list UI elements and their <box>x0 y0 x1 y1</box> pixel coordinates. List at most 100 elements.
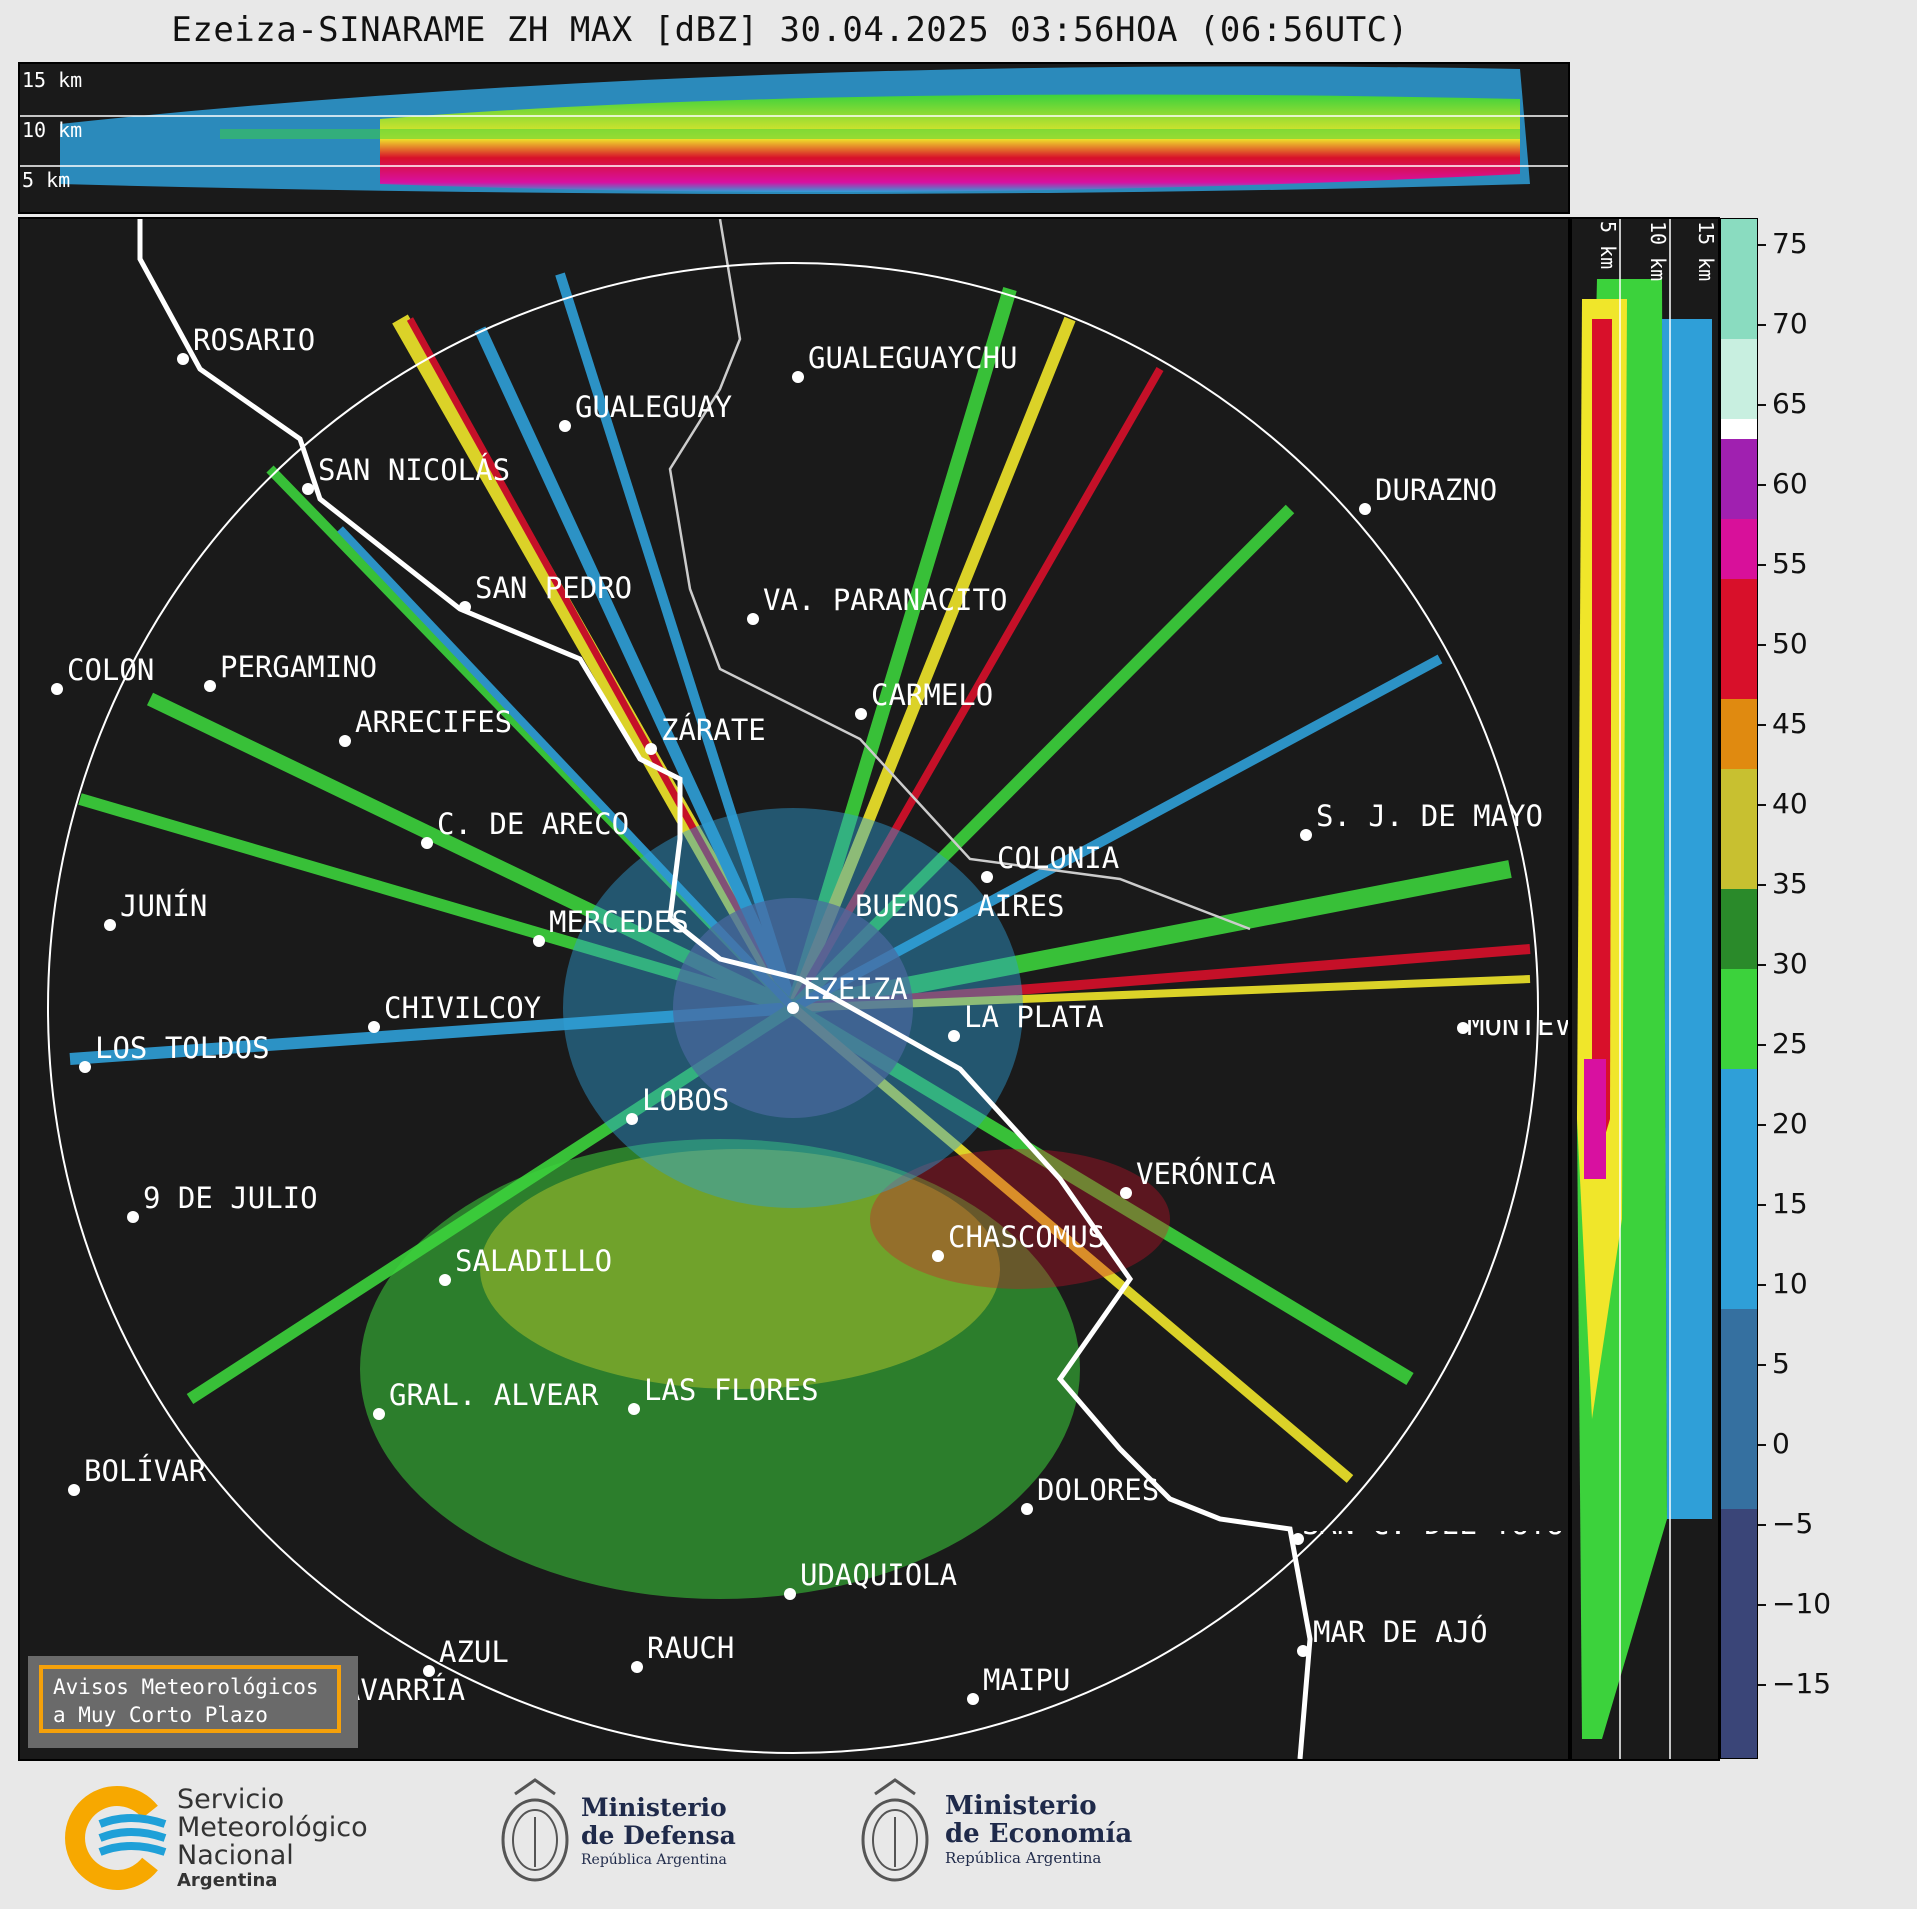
top-cross-section-panel: 15 km 10 km 5 km <box>18 62 1570 214</box>
city-dot <box>1359 503 1371 515</box>
height-label-5km: 5 km <box>22 168 71 192</box>
city-name: ROSARIO <box>193 323 316 357</box>
city-name: UDAQUIOLA <box>800 1558 958 1592</box>
city-name: MAIPU <box>983 1663 1071 1697</box>
height-label-15km-side: 15 km <box>1694 221 1718 282</box>
city-dot <box>981 871 993 883</box>
city-name: SAN NICOLÁS <box>318 453 511 487</box>
colorbar-tick: −10 <box>1758 1587 1831 1620</box>
city-name: S. J. DE MAYO <box>1316 799 1543 833</box>
city-name: LOBOS <box>642 1083 730 1117</box>
colorbar-tick: 65 <box>1758 387 1808 420</box>
height-label-10km-side: 10 km <box>1646 221 1670 282</box>
city-name: MERCEDES <box>549 905 689 939</box>
city-dot <box>559 420 571 432</box>
city-name: COLON <box>67 653 155 687</box>
city-name: ZÁRATE <box>661 713 766 747</box>
colorbar-tick: −15 <box>1758 1667 1831 1700</box>
city-dot <box>1300 829 1312 841</box>
city-dot <box>787 1002 799 1014</box>
economia-line3: República Argentina <box>945 1849 1102 1867</box>
defensa-line2: de Defensa <box>581 1821 736 1850</box>
colorbar-gradient <box>1721 219 1757 1758</box>
city-dot <box>104 919 116 931</box>
city-dot <box>127 1211 139 1223</box>
colorbar-tick: 30 <box>1758 947 1808 980</box>
avisos-box[interactable]: Avisos Meteorológicos a Muy Corto Plazo <box>28 1656 358 1748</box>
city-dot <box>967 1693 979 1705</box>
smn-line4: Argentina <box>177 1870 278 1891</box>
colorbar-tick: 0 <box>1758 1427 1790 1460</box>
city-name: LA PLATA <box>964 1000 1104 1034</box>
city-name: DURAZNO <box>1375 473 1498 507</box>
smn-logo-icon <box>65 1786 167 1890</box>
city-marker: SAN C. DEL TUYÚ <box>1292 1531 1568 1571</box>
smn-line2: Meteorológico <box>177 1812 368 1843</box>
city-name: BUENOS AIRES <box>855 889 1065 923</box>
city-dot <box>439 1274 451 1286</box>
city-dot <box>1292 1533 1304 1545</box>
city-name: AZUL <box>439 1635 509 1669</box>
city-name: VA. PARANACITO <box>763 583 1008 617</box>
city-dot <box>631 1661 643 1673</box>
city-dot <box>339 735 351 747</box>
city-name: PERGAMINO <box>220 650 378 684</box>
city-dot <box>459 601 471 613</box>
city-dot <box>948 1030 960 1042</box>
height-label-15km: 15 km <box>22 68 83 92</box>
radar-map-graphic <box>47 219 1539 1759</box>
smn-line1: Servicio <box>177 1784 285 1815</box>
city-dot <box>792 371 804 383</box>
colorbar-tick: 70 <box>1758 307 1808 340</box>
economia-line1: Ministerio <box>945 1791 1097 1821</box>
coat-of-arms-icon <box>861 1778 929 1882</box>
city-name: CHIVILCOY <box>384 991 542 1025</box>
avisos-line1: Avisos Meteorológicos <box>53 1675 319 1699</box>
city-name: DOLORES <box>1037 1473 1160 1507</box>
colorbar-tick: 50 <box>1758 627 1808 660</box>
city-name: CHASCOMUS <box>948 1220 1106 1254</box>
city-dot <box>423 1665 435 1677</box>
city-marker: MONTEVIDEO <box>1457 1020 1568 1060</box>
dbz-colorbar <box>1720 218 1758 1759</box>
city-name: ARRECIFES <box>355 705 513 739</box>
city-name: C. DE ARECO <box>437 807 630 841</box>
city-name: MAR DE AJÓ <box>1313 1615 1488 1649</box>
city-dot <box>1120 1187 1132 1199</box>
height-label-10km: 10 km <box>22 118 83 142</box>
city-name: GUALEGUAY <box>575 390 733 424</box>
avisos-line2: a Muy Corto Plazo <box>53 1703 268 1727</box>
chart-title: Ezeiza-SINARAME ZH MAX [dBZ] 30.04.2025 … <box>171 10 1409 50</box>
city-dot <box>368 1021 380 1033</box>
city-name: SAN C. DEL TUYÚ <box>1302 1531 1564 1541</box>
city-dot <box>626 1113 638 1125</box>
city-dot <box>628 1403 640 1415</box>
city-name: EZEIZA <box>803 972 908 1006</box>
city-dot <box>784 1588 796 1600</box>
avisos-label: Avisos Meteorológicos a Muy Corto Plazo <box>39 1665 341 1733</box>
colorbar-tick: 5 <box>1758 1347 1790 1380</box>
city-name: LOS TOLDOS <box>95 1031 270 1065</box>
colorbar-tick: −5 <box>1758 1507 1813 1540</box>
city-name: VERÓNICA <box>1136 1157 1276 1191</box>
city-dot <box>1457 1022 1469 1034</box>
colorbar-tick: 75 <box>1758 227 1808 260</box>
smn-logo: Servicio Meteorológico Nacional Argentin… <box>55 1782 395 1892</box>
defensa-line1: Ministerio <box>581 1793 727 1822</box>
colorbar-tick: 20 <box>1758 1107 1808 1140</box>
city-dot <box>855 708 867 720</box>
city-name: 9 DE JULIO <box>143 1181 318 1215</box>
city-dot <box>932 1250 944 1262</box>
coat-of-arms-icon <box>501 1778 569 1882</box>
city-name: COLONIA <box>997 841 1120 875</box>
city-dot <box>1297 1645 1309 1657</box>
city-name: SAN PEDRO <box>475 571 633 605</box>
colorbar-tick: 40 <box>1758 787 1808 820</box>
city-name: LAS FLORES <box>644 1373 819 1407</box>
colorbar-tick: 10 <box>1758 1267 1808 1300</box>
colorbar-tick: 55 <box>1758 547 1808 580</box>
city-dot <box>68 1484 80 1496</box>
city-dot <box>421 837 433 849</box>
city-dot <box>177 353 189 365</box>
city-name: SALADILLO <box>455 1244 613 1278</box>
